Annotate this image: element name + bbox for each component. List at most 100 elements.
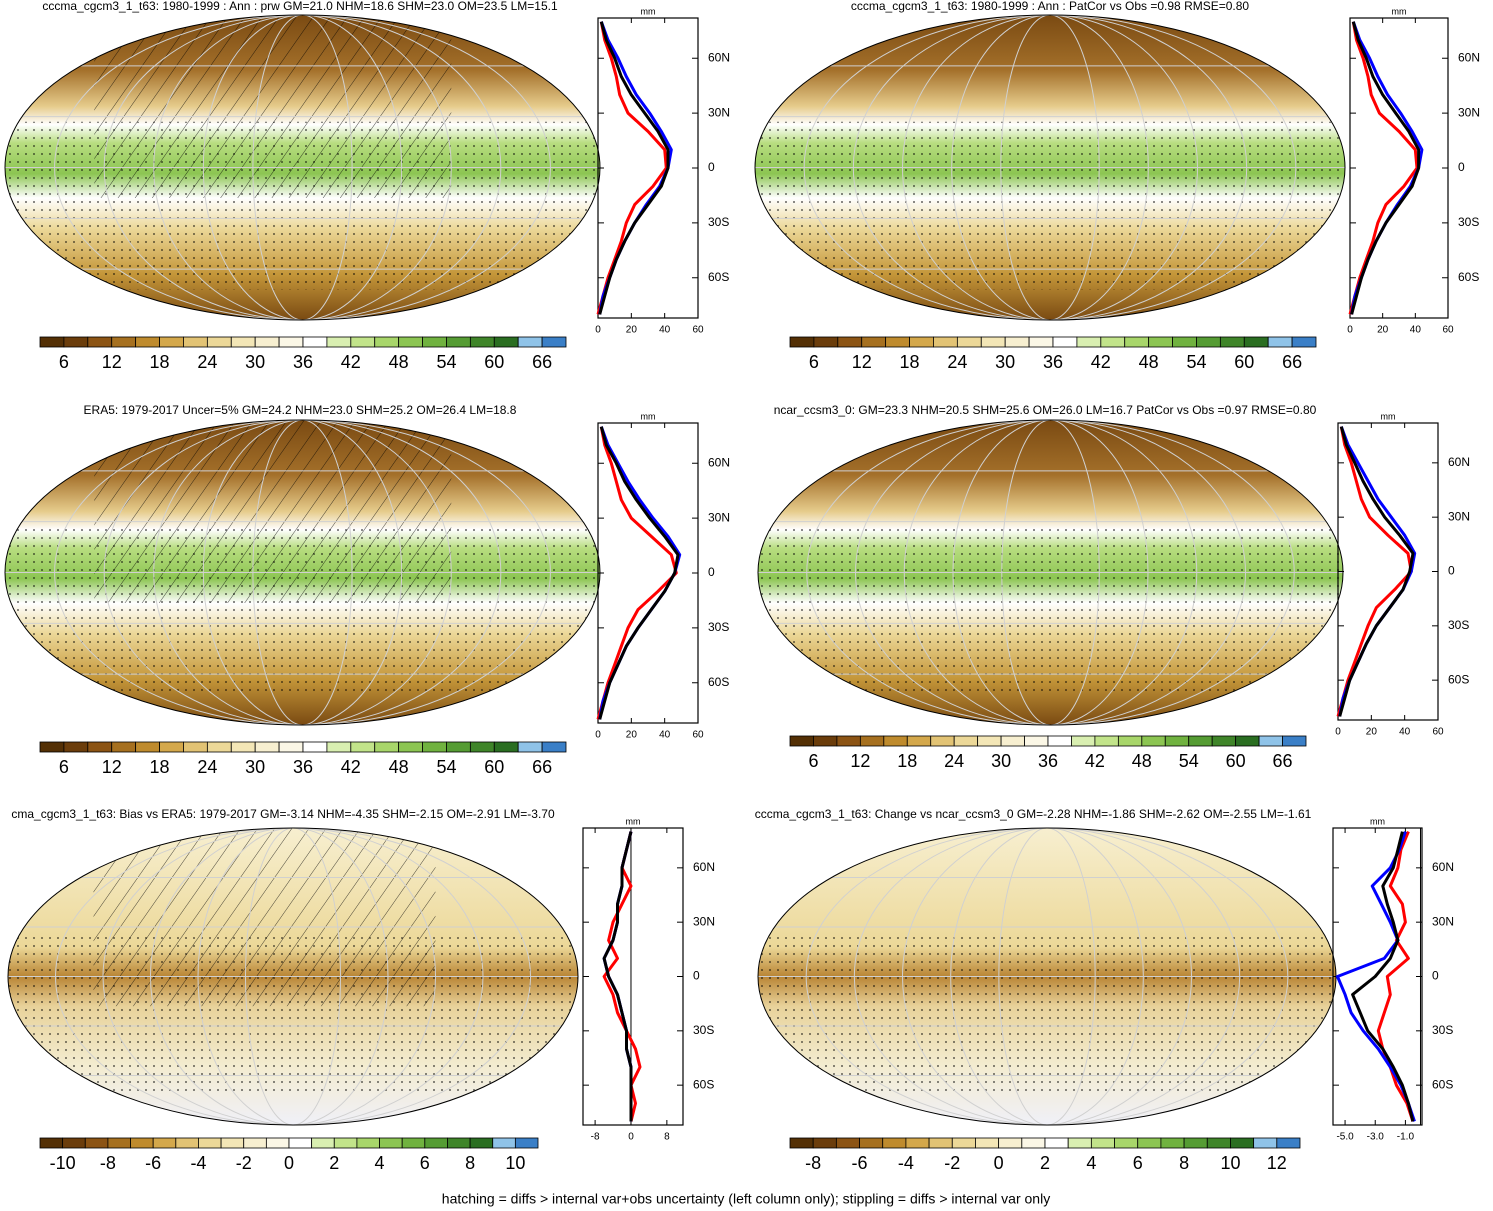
x-tick-label: 0 — [595, 325, 601, 336]
colorbar-box — [861, 336, 887, 348]
colorbar-box — [930, 735, 955, 747]
y-tick-label: 30S — [693, 1023, 714, 1037]
colorbar-box — [909, 336, 934, 348]
panel-title: ERA5: 1979-2017 Uncer=5% GM=24.2 NHM=23.… — [84, 403, 517, 417]
colorbar-label: 60 — [484, 352, 504, 372]
colorbar-box — [1267, 336, 1293, 348]
colorbar-label: 6 — [59, 757, 69, 777]
y-tick-label: 0 — [708, 160, 715, 174]
colorbar-label: 12 — [852, 352, 872, 372]
colorbar-label: 18 — [150, 352, 170, 372]
colorbar-box — [1243, 336, 1269, 348]
colorbar-box — [1004, 336, 1030, 348]
colorbar-label: 30 — [245, 757, 265, 777]
colorbar-label: 0 — [284, 1153, 294, 1173]
colorbar-box — [254, 741, 280, 753]
colorbar-box — [928, 1137, 953, 1149]
colorbar-label: 30 — [245, 352, 265, 372]
colorbar-box — [446, 336, 471, 348]
profile-line — [1348, 21, 1419, 315]
colorbar-box — [514, 1137, 539, 1149]
colorbar-label: -10 — [50, 1153, 76, 1173]
x-tick-label: 60 — [1432, 727, 1444, 738]
colorbar-label: 36 — [293, 352, 313, 372]
colorbar-box — [1172, 336, 1197, 348]
colorbar-box — [789, 735, 814, 747]
colorbar-box — [1000, 735, 1025, 747]
colorbar-box — [326, 741, 352, 753]
footer-note: hatching = diffs > internal var+obs unce… — [442, 1191, 1050, 1207]
y-tick-label: 30N — [1432, 914, 1454, 928]
x-tick-label: 60 — [1442, 325, 1454, 336]
colorbar-box — [1028, 336, 1054, 348]
colorbar-box — [130, 1137, 154, 1149]
colorbar-box — [1024, 735, 1049, 747]
colorbar-box — [975, 1137, 1000, 1149]
colorbar-box — [206, 336, 232, 348]
colorbar-label: -4 — [898, 1153, 914, 1173]
colorbar-label: 54 — [1179, 751, 1199, 771]
colorbar-box — [1044, 1137, 1069, 1149]
colorbar-box — [836, 735, 861, 747]
colorbar-label: 36 — [1038, 751, 1058, 771]
colorbar-box — [1071, 735, 1096, 747]
colorbar-box — [278, 741, 304, 753]
colorbar-label: 60 — [484, 757, 504, 777]
colorbar-box — [356, 1137, 380, 1149]
y-tick-label: 30S — [1432, 1023, 1453, 1037]
colorbar-box — [135, 741, 160, 753]
colorbar-label: 4 — [375, 1153, 385, 1173]
colorbar-box — [401, 1137, 426, 1149]
profile-unit: mm — [641, 6, 656, 16]
profile-line — [1350, 21, 1421, 315]
map-stippling — [755, 121, 1345, 290]
colorbar-box — [350, 336, 376, 348]
profile-unit: mm — [1392, 6, 1407, 16]
profile-line — [598, 21, 670, 315]
y-tick-label: 60S — [1448, 672, 1469, 686]
map-hatching — [93, 828, 436, 1007]
colorbar-label: 42 — [1085, 751, 1105, 771]
profile-line — [1336, 426, 1413, 717]
colorbar-label: 18 — [897, 751, 917, 771]
colorbar-box — [883, 735, 908, 747]
x-tick-label: 40 — [659, 325, 671, 336]
x-tick-label: 60 — [692, 730, 704, 741]
colorbar-box — [1047, 735, 1072, 747]
profile-line — [1351, 831, 1415, 1122]
colorbar-label: 10 — [505, 1153, 525, 1173]
colorbar-box — [254, 336, 280, 348]
colorbar-box — [1291, 336, 1317, 348]
x-tick-label: 20 — [626, 730, 638, 741]
x-tick-label: 20 — [1366, 727, 1378, 738]
colorbar-box — [1183, 1137, 1208, 1149]
y-tick-label: 30N — [693, 914, 715, 928]
colorbar-box — [1196, 336, 1221, 348]
y-tick-label: 0 — [1458, 160, 1465, 174]
y-tick-label: 60S — [1432, 1077, 1453, 1091]
colorbar-box — [1211, 735, 1237, 747]
colorbar-box — [1188, 735, 1213, 747]
colorbar-label: 24 — [197, 352, 217, 372]
colorbar-box — [812, 1137, 837, 1149]
y-tick-label: 60S — [1458, 270, 1479, 284]
colorbar-label: 10 — [1220, 1153, 1240, 1173]
colorbar-box — [183, 336, 208, 348]
colorbar-label: 12 — [1267, 1153, 1287, 1173]
colorbar-box — [1164, 735, 1190, 747]
colorbar-box — [469, 741, 495, 753]
panel-title: cccma_cgcm3_1_t63: 1980-1999 : Ann : prw… — [42, 0, 558, 13]
colorbar-box — [446, 741, 471, 753]
map-hatching — [94, 15, 452, 198]
colorbar-label: 6 — [59, 352, 69, 372]
profile-line — [602, 831, 642, 1122]
colorbar-label: 36 — [293, 757, 313, 777]
colorbar-label: 66 — [1282, 352, 1302, 372]
colorbar-label: -8 — [805, 1153, 821, 1173]
colorbar-box — [492, 1137, 516, 1149]
colorbar-label: 66 — [532, 352, 552, 372]
y-tick-label: 60N — [1432, 860, 1454, 874]
colorbar-box — [1067, 1137, 1092, 1149]
y-tick-label: 0 — [693, 969, 700, 983]
